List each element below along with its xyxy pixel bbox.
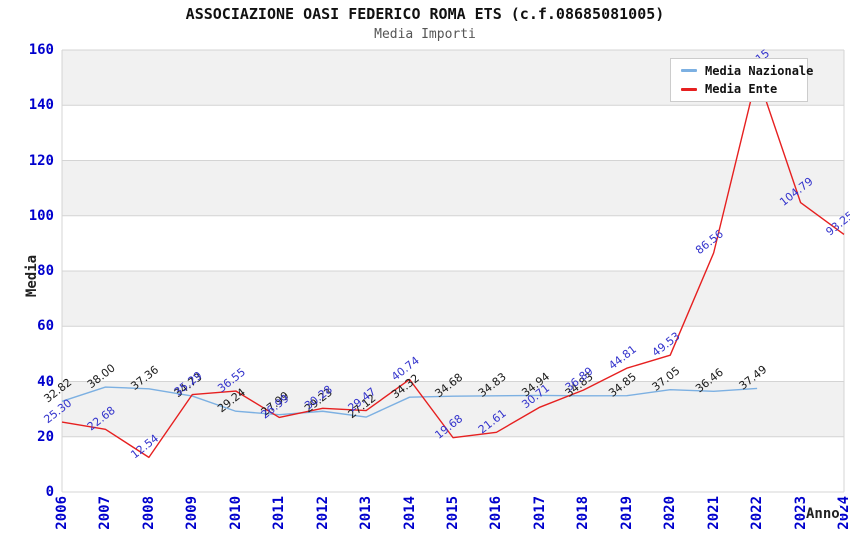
plot-band — [62, 160, 844, 216]
x-tick-label: 2022 — [749, 496, 766, 530]
y-tick-label: 120 — [28, 152, 54, 169]
x-tick-label: 2009 — [184, 496, 201, 530]
legend-item-media-ente: Media Ente — [681, 82, 807, 96]
x-tick-label: 2020 — [662, 496, 679, 530]
x-tick-label: 2017 — [531, 496, 548, 530]
y-tick-label: 80 — [37, 263, 54, 279]
x-tick-label: 2019 — [618, 496, 635, 530]
ente-line-swatch-icon — [681, 87, 697, 91]
legend-item-media-nazionale: Media Nazionale — [681, 64, 813, 78]
y-tick-label: 160 — [28, 42, 54, 58]
data-point-label: 44.81 — [606, 343, 639, 373]
legend-label: Media Ente — [705, 82, 778, 97]
plot-band — [62, 271, 844, 327]
data-point-label: 86.56 — [693, 227, 726, 257]
legend-box: Media Nazionale Media Ente — [670, 58, 813, 102]
x-tick-label: 2016 — [488, 496, 505, 530]
x-tick-label: 2011 — [271, 496, 288, 530]
x-tick-label: 2008 — [140, 496, 157, 530]
x-tick-label: 2013 — [358, 496, 375, 530]
chart-subtitle: Media Importi — [374, 27, 476, 42]
chart-title: ASSOCIAZIONE OASI FEDERICO ROMA ETS (c.f… — [185, 5, 665, 23]
x-tick-label: 2021 — [705, 496, 722, 530]
data-point-label: 49.53 — [650, 330, 683, 360]
x-tick-label: 2006 — [54, 496, 70, 530]
series-line-media-nazionale — [61, 386, 758, 418]
x-tick-label: 2018 — [575, 496, 592, 530]
x-tick-label: 2007 — [97, 496, 114, 530]
legend-label: Media Nazionale — [705, 63, 814, 78]
x-tick-label: 2015 — [445, 496, 461, 530]
series-line-media-ente — [61, 73, 845, 459]
y-tick-label: 100 — [28, 207, 54, 224]
y-tick-label: 20 — [37, 428, 54, 445]
y-tick-label: 0 — [45, 484, 54, 500]
y-tick-label: 60 — [37, 318, 54, 335]
nazionale-line-swatch-icon — [681, 69, 697, 73]
x-tick-label: 2010 — [227, 496, 244, 530]
x-tick-label: 2014 — [401, 496, 418, 530]
x-axis-title: Anno — [806, 506, 840, 522]
y-tick-label: 40 — [37, 373, 54, 390]
y-tick-label: 140 — [28, 97, 54, 114]
x-tick-label: 2012 — [314, 496, 331, 530]
